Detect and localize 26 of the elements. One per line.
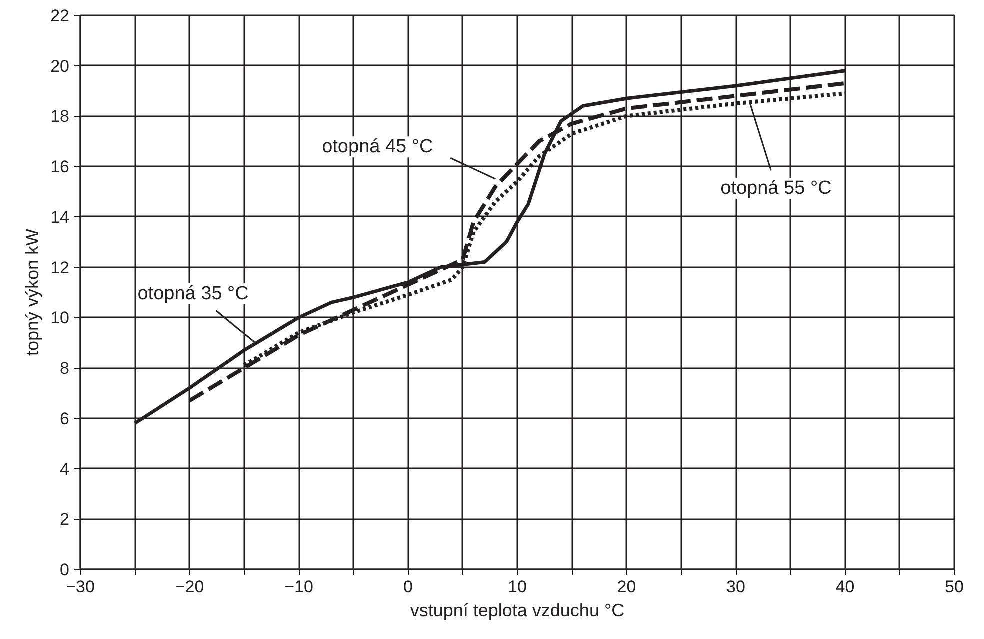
annotation: otopná 45 °C (322, 136, 434, 158)
annotation: otopná 55 °C (720, 178, 832, 200)
x-tick-label: 40 (836, 578, 855, 596)
y-axis-title: topný výkon kW (22, 228, 43, 356)
y-tick-label: 12 (50, 258, 70, 278)
x-tick-label: 10 (508, 578, 527, 596)
x-tick-label: 0 (404, 578, 413, 596)
y-tick-label: 8 (60, 359, 70, 378)
x-tick-label: −30 (66, 578, 95, 596)
annotation: otopná 35 °C (138, 283, 249, 304)
y-tick-label: 2 (60, 510, 70, 530)
y-tick-label: 10 (50, 308, 70, 328)
y-tick-label: 16 (50, 158, 70, 177)
y-tick-label: 18 (50, 107, 70, 126)
y-tick-label: 22 (50, 6, 70, 26)
x-tick-label: 50 (945, 578, 964, 596)
x-tick-label: −20 (175, 578, 204, 596)
x-tick-label: 20 (617, 578, 636, 596)
y-tick-label: 14 (50, 208, 70, 227)
y-tick-label: 20 (50, 56, 70, 76)
x-tick-label: −10 (284, 578, 314, 596)
x-axis-title: vstupní teplota vzduchu °C (410, 600, 625, 620)
y-tick-label: 0 (60, 560, 70, 580)
y-tick-label: 6 (60, 409, 70, 428)
x-tick-label: 30 (726, 578, 746, 596)
y-tick-label: 4 (60, 460, 70, 479)
